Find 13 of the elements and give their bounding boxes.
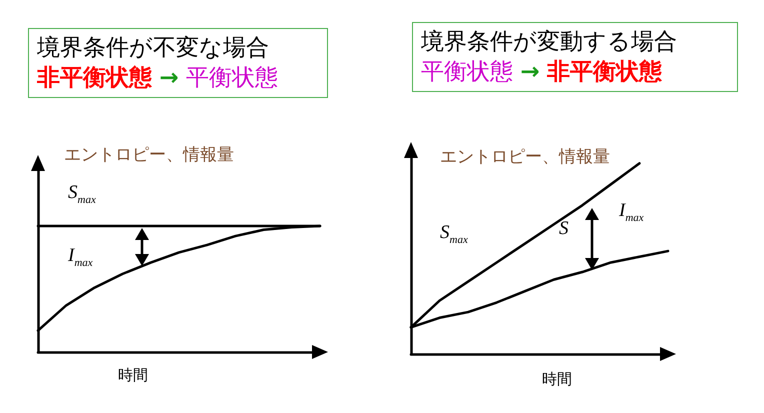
annotation: I$_{max}$ (619, 200, 644, 224)
chart-subtitle: 平衡状態 → 非平衡状態 (421, 59, 662, 85)
x-axis-title: 時間 (118, 366, 148, 385)
x-axis-title: 時間 (542, 370, 572, 389)
chart-title: 境界条件が変動する場合 (421, 28, 678, 57)
annotation: S (559, 218, 568, 240)
y-axis-title: エントロピー、情報量 (440, 146, 610, 168)
chart-subtitle: 非平衡状態 → 平衡状態 (37, 65, 278, 91)
text: S$_{max}$ (68, 182, 96, 206)
y-axis-title: エントロピー、情報量 (64, 144, 234, 166)
annotation: S$_{max}$ (440, 222, 468, 246)
annotation: I$_{max}$ (68, 245, 93, 269)
chart-title: 境界条件が不変な場合 (37, 34, 270, 63)
